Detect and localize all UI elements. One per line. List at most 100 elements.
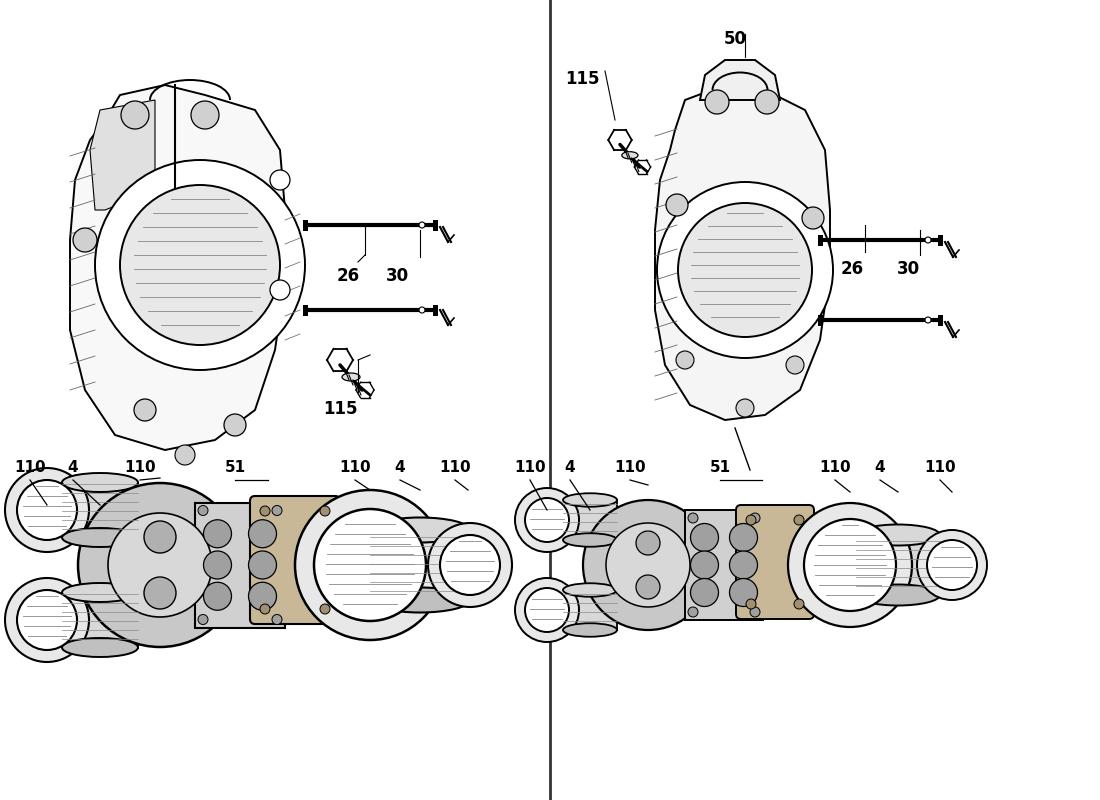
Circle shape	[78, 483, 242, 647]
Text: 51: 51	[224, 460, 245, 475]
Text: 110: 110	[820, 460, 850, 475]
Text: 4: 4	[874, 460, 886, 475]
Circle shape	[249, 520, 276, 548]
Text: 26: 26	[337, 267, 360, 285]
Circle shape	[134, 399, 156, 421]
Circle shape	[249, 551, 276, 579]
Circle shape	[16, 590, 77, 650]
Circle shape	[794, 515, 804, 525]
Ellipse shape	[856, 585, 940, 606]
Circle shape	[204, 551, 231, 579]
Circle shape	[925, 237, 931, 243]
Circle shape	[419, 307, 425, 313]
Circle shape	[260, 604, 270, 614]
Text: 30: 30	[896, 260, 920, 278]
Circle shape	[678, 203, 812, 337]
Bar	[563, 500, 617, 540]
Text: 4: 4	[564, 460, 575, 475]
Circle shape	[249, 582, 276, 610]
Circle shape	[144, 521, 176, 553]
Circle shape	[525, 498, 569, 542]
Polygon shape	[700, 60, 780, 100]
Text: 26: 26	[840, 260, 864, 278]
Circle shape	[755, 90, 779, 114]
Circle shape	[636, 575, 660, 599]
Circle shape	[270, 280, 290, 300]
Bar	[856, 535, 940, 595]
Ellipse shape	[370, 518, 470, 542]
Circle shape	[419, 222, 425, 228]
Circle shape	[314, 509, 426, 621]
Bar	[370, 530, 470, 600]
Bar	[62, 593, 138, 647]
Circle shape	[73, 228, 97, 252]
FancyBboxPatch shape	[250, 496, 340, 624]
Circle shape	[120, 185, 280, 345]
Circle shape	[515, 488, 579, 552]
Bar	[62, 482, 138, 538]
Circle shape	[676, 351, 694, 369]
Bar	[685, 510, 763, 620]
Circle shape	[794, 599, 804, 609]
Ellipse shape	[62, 638, 138, 657]
Circle shape	[804, 519, 896, 611]
Text: 110: 110	[924, 460, 956, 475]
Circle shape	[788, 503, 912, 627]
Ellipse shape	[342, 373, 360, 381]
Circle shape	[691, 578, 718, 606]
Ellipse shape	[62, 473, 138, 492]
Circle shape	[16, 480, 77, 540]
Text: 4: 4	[395, 460, 405, 475]
Text: 51: 51	[710, 460, 730, 475]
Bar	[563, 590, 617, 630]
Bar	[195, 502, 285, 627]
Circle shape	[428, 523, 512, 607]
Ellipse shape	[370, 587, 470, 613]
Circle shape	[515, 578, 579, 642]
Text: 110: 110	[124, 460, 156, 475]
Circle shape	[688, 513, 698, 523]
Circle shape	[198, 614, 208, 625]
Circle shape	[583, 500, 713, 630]
Circle shape	[95, 160, 305, 370]
Text: 115: 115	[564, 70, 600, 88]
Polygon shape	[90, 100, 155, 210]
Circle shape	[691, 551, 718, 579]
Circle shape	[121, 101, 148, 129]
Circle shape	[108, 513, 212, 617]
Text: 110: 110	[439, 460, 471, 475]
Ellipse shape	[563, 534, 617, 546]
Circle shape	[320, 604, 330, 614]
Text: 110: 110	[514, 460, 546, 475]
Polygon shape	[70, 85, 285, 450]
Ellipse shape	[563, 583, 617, 597]
Circle shape	[204, 582, 231, 610]
Circle shape	[6, 578, 89, 662]
Circle shape	[729, 551, 758, 579]
Circle shape	[691, 523, 718, 551]
Circle shape	[272, 614, 282, 625]
Circle shape	[688, 607, 698, 617]
Ellipse shape	[856, 525, 940, 546]
Text: 110: 110	[614, 460, 646, 475]
Circle shape	[746, 515, 756, 525]
Circle shape	[525, 588, 569, 632]
Circle shape	[917, 530, 987, 600]
Circle shape	[746, 599, 756, 609]
Circle shape	[204, 520, 231, 548]
Text: 110: 110	[339, 460, 371, 475]
Circle shape	[705, 90, 729, 114]
Ellipse shape	[62, 528, 138, 547]
Circle shape	[144, 577, 176, 609]
Circle shape	[6, 468, 89, 552]
Circle shape	[666, 194, 688, 216]
Circle shape	[736, 399, 754, 417]
Circle shape	[729, 523, 758, 551]
Polygon shape	[654, 85, 830, 420]
Circle shape	[175, 445, 195, 465]
Circle shape	[295, 490, 446, 640]
Circle shape	[272, 506, 282, 515]
Ellipse shape	[563, 623, 617, 637]
Circle shape	[750, 513, 760, 523]
Text: 115: 115	[322, 400, 358, 418]
